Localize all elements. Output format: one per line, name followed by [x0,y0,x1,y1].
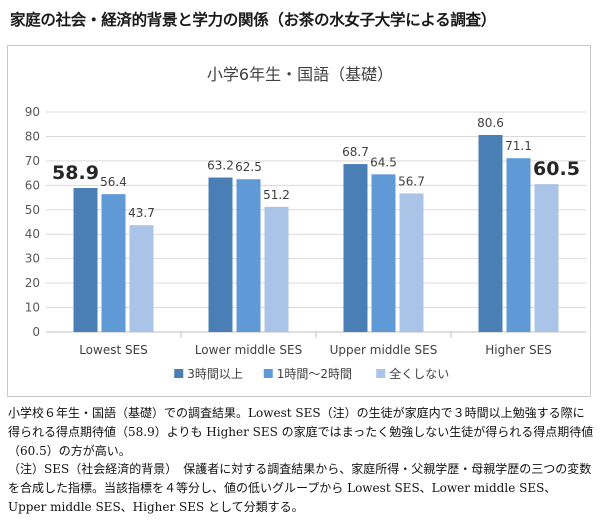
bar [399,193,424,332]
bar [129,225,154,332]
bar [101,194,126,332]
caption-paragraph-2: （注）SES（社会経済的背景） 保護者に対する調査結果から、家庭所得・父親学歴・… [8,462,592,514]
x-tick-label: Upper middle SES [330,343,438,357]
y-tick-label: 20 [25,276,40,290]
legend-label: 全くしない [389,366,449,381]
data-label: 43.7 [128,206,155,220]
chart-title: 小学6年生・国語（基礎） [207,65,393,84]
y-tick-label: 50 [25,203,40,217]
caption-paragraph-1: 小学校６年生・国語（基礎）での調査結果。Lowest SES（注）の生徒が家庭内… [8,406,594,458]
bar [208,177,233,332]
y-tick-label: 70 [25,154,40,168]
x-tick-label: Lower middle SES [195,343,302,357]
caption: 小学校６年生・国語（基礎）での調査結果。Lowest SES（注）の生徒が家庭内… [8,404,594,517]
data-label: 60.5 [533,158,580,180]
bar [73,188,98,332]
y-tick-label: 40 [25,227,40,241]
data-label: 68.7 [342,145,369,159]
legend-label: 3時間以上 [187,367,243,381]
page-title: 家庭の社会・経済的背景と学力の関係（お茶の水女子大学による調査） [10,11,496,29]
data-label: 56.7 [398,174,425,188]
chart-legend: 3時間以上 1時間〜2時間 全くしない [174,366,449,381]
y-tick-label: 0 [32,325,40,339]
data-label: 63.2 [207,159,234,173]
y-tick-label: 90 [25,105,40,119]
bar [506,158,531,332]
y-tick-label: 80 [25,129,40,143]
bar [478,134,503,332]
chart-frame: 小学6年生・国語（基礎） 0 10 20 30 40 50 60 70 80 90 58.9 56.… [7,45,591,397]
y-tick-label: 60 [25,178,40,192]
y-tick-label: 30 [25,252,40,266]
data-label: 80.6 [477,116,504,130]
chart-bars [73,134,559,332]
data-label: 56.4 [100,175,127,189]
legend-swatch [174,369,184,378]
legend-swatch [263,369,273,378]
legend-label: 1時間〜2時間 [277,367,352,381]
x-axis-ticks: Lowest SES Lower middle SES Upper middle S… [79,332,552,357]
data-label: 64.5 [370,155,397,169]
bar [264,206,289,332]
data-label: 71.1 [505,139,532,153]
bar [343,164,368,332]
data-label: 58.9 [52,162,99,184]
data-labels: 58.9 56.4 43.7 63.2 62.551.2 68.764.556.7 80.6… [52,116,580,220]
x-tick-label: Higher SES [485,343,552,357]
bar [534,184,559,332]
legend-swatch [376,369,386,378]
y-tick-label: 10 [25,301,40,315]
x-tick-label: Lowest SES [79,343,148,357]
bar [371,174,396,332]
data-label: 51.2 [263,188,290,202]
data-label: 62.5 [235,160,262,174]
y-axis-ticks: 0 10 20 30 40 50 60 70 80 90 [25,105,40,339]
bar [236,179,261,332]
